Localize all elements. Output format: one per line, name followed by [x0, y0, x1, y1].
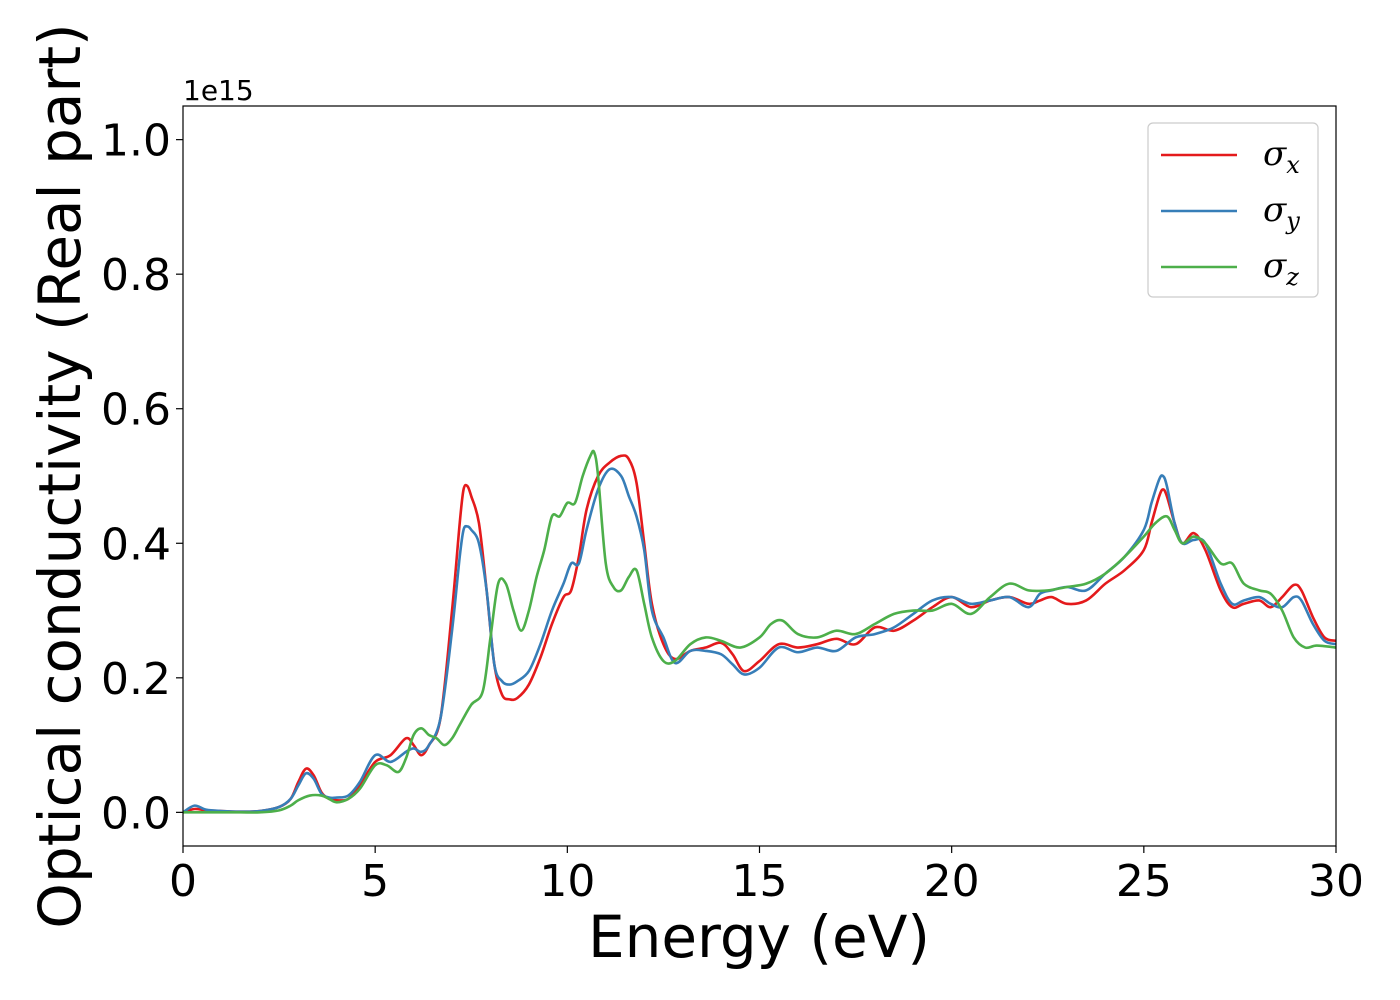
- y-tick-label: 1.0: [101, 116, 171, 167]
- x-tick-label: 0: [169, 856, 197, 907]
- y-tick-label: 0.8: [101, 250, 171, 301]
- y-tick-label: 0.0: [101, 788, 171, 839]
- y-tick-label: 0.4: [101, 519, 171, 570]
- y-axis-title: Optical conductivity (Real part): [26, 23, 94, 928]
- y-tick-label: 0.2: [101, 654, 171, 705]
- x-tick-label: 30: [1308, 856, 1364, 907]
- legend-subscript: y: [1285, 207, 1300, 235]
- legend-symbol: σ: [1263, 190, 1287, 230]
- series-line-y: [183, 467, 1336, 814]
- x-tick-label: 20: [924, 856, 980, 907]
- legend-label-y: σy: [1263, 190, 1300, 235]
- x-tick-label: 10: [539, 856, 595, 907]
- legend-subscript: z: [1285, 263, 1299, 291]
- legend-subscript: x: [1286, 151, 1300, 179]
- series-line-z: [183, 449, 1336, 814]
- x-tick-label: 15: [732, 856, 788, 907]
- x-axis: 0 5 10 15 20 25 30: [169, 846, 1364, 907]
- x-axis-title: Energy (eV): [588, 903, 930, 971]
- series-line-x: [183, 454, 1336, 814]
- y-offset-text: 1e15: [183, 74, 254, 107]
- legend-label-x: σx: [1263, 134, 1300, 179]
- plot-area: [183, 106, 1336, 846]
- legend-symbol: σ: [1263, 134, 1287, 174]
- series-layer: [183, 449, 1336, 814]
- y-axis: 0.0 0.2 0.4 0.6 0.8 1.0: [101, 116, 183, 839]
- x-tick-label: 25: [1116, 856, 1172, 907]
- x-tick-label: 5: [361, 856, 389, 907]
- y-tick-label: 0.6: [101, 385, 171, 436]
- legend-label-z: σz: [1263, 246, 1299, 291]
- legend-symbol: σ: [1263, 246, 1287, 286]
